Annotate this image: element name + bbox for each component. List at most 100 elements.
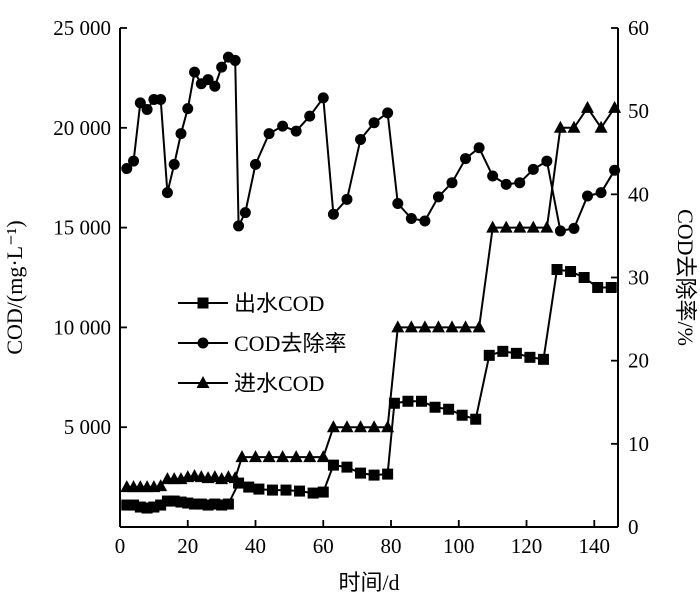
circle-marker xyxy=(182,103,194,115)
circle-marker xyxy=(582,190,594,202)
square-marker xyxy=(565,266,577,278)
x-tick-label: 140 xyxy=(579,534,611,558)
y-right-tick-label: 60 xyxy=(628,16,649,40)
square-marker xyxy=(388,397,400,409)
y-right-axis-title: COD去除率/% xyxy=(673,209,698,346)
triangle-marker xyxy=(418,320,432,333)
y-right-tick-label: 0 xyxy=(628,515,639,539)
circle-marker xyxy=(327,208,339,220)
triangle-marker xyxy=(303,450,317,463)
triangle-marker xyxy=(289,450,303,463)
legend-square-marker xyxy=(197,297,209,309)
x-tick-label: 100 xyxy=(443,534,475,558)
x-tick-label: 80 xyxy=(381,534,402,558)
circle-marker xyxy=(392,197,404,209)
triangle-marker xyxy=(391,320,405,333)
triangle-marker xyxy=(431,320,445,333)
triangle-marker xyxy=(472,320,486,333)
x-tick-label: 20 xyxy=(177,534,198,558)
triangle-marker xyxy=(581,100,595,113)
square-marker xyxy=(592,281,604,293)
square-marker xyxy=(134,501,146,513)
square-marker xyxy=(551,264,563,276)
legend-item: COD去除率 xyxy=(178,331,346,356)
square-marker xyxy=(141,502,153,514)
circle-marker xyxy=(568,222,580,234)
circle-marker xyxy=(368,117,380,129)
circle-marker xyxy=(609,164,621,176)
triangle-marker xyxy=(276,450,290,463)
circle-marker xyxy=(134,97,146,109)
series-group xyxy=(120,51,622,514)
triangle-marker xyxy=(486,220,500,233)
square-marker xyxy=(456,409,468,421)
square-marker xyxy=(605,281,617,293)
square-marker xyxy=(121,499,133,511)
square-marker xyxy=(416,395,428,407)
circle-marker xyxy=(209,80,221,92)
square-marker xyxy=(355,467,367,479)
circle-marker xyxy=(202,74,214,86)
circle-marker xyxy=(317,92,329,104)
square-marker xyxy=(155,499,167,511)
square-marker xyxy=(524,351,536,363)
circle-marker xyxy=(290,125,302,137)
triangle-marker xyxy=(445,320,459,333)
legend-item: 进水COD xyxy=(178,371,324,396)
y-right-tick-label: 40 xyxy=(628,182,649,206)
circle-marker xyxy=(382,107,394,119)
square-marker xyxy=(189,498,201,510)
y-right-tick-label: 50 xyxy=(628,99,649,123)
circle-marker xyxy=(419,215,431,227)
y-right-tick-label: 10 xyxy=(628,432,649,456)
triangle-marker xyxy=(249,450,263,463)
circle-marker xyxy=(405,212,417,224)
circle-marker xyxy=(341,193,353,205)
square-marker xyxy=(429,401,441,413)
triangle-marker xyxy=(381,420,395,433)
y-left-tick-label: 15 000 xyxy=(53,216,111,240)
triangle-marker xyxy=(608,100,622,113)
circle-marker xyxy=(541,155,553,167)
circle-marker xyxy=(233,220,245,232)
series-1 xyxy=(121,264,617,514)
square-marker xyxy=(578,272,590,283)
circle-marker xyxy=(554,225,566,237)
square-marker xyxy=(222,498,234,510)
square-marker xyxy=(341,461,353,473)
square-marker xyxy=(402,395,414,407)
axis-titles: 时间/d COD/(mg·L⁻¹) COD去除率/% xyxy=(2,209,698,595)
x-tick-label: 0 xyxy=(115,534,126,558)
square-marker xyxy=(182,497,194,509)
triangle-marker xyxy=(235,450,249,463)
x-tick-label: 120 xyxy=(511,534,543,558)
legend-label: COD去除率 xyxy=(234,331,346,356)
square-marker xyxy=(266,484,278,496)
square-marker xyxy=(148,501,160,513)
circle-marker xyxy=(514,177,526,189)
square-marker xyxy=(243,481,255,493)
series-2 xyxy=(121,51,621,237)
triangle-marker xyxy=(354,420,368,433)
circle-marker xyxy=(446,177,458,189)
triangle-marker xyxy=(316,450,330,463)
y-right-tick-label: 30 xyxy=(628,266,649,290)
circle-marker xyxy=(175,128,187,140)
square-marker xyxy=(510,347,522,359)
circle-marker xyxy=(216,61,228,73)
triangle-marker xyxy=(262,450,276,463)
circle-marker xyxy=(527,163,539,175)
circle-marker xyxy=(432,191,444,203)
square-marker xyxy=(216,499,228,511)
square-marker xyxy=(307,487,319,499)
triangle-marker xyxy=(228,471,242,484)
circle-marker xyxy=(473,142,485,154)
square-marker xyxy=(253,483,265,495)
square-marker xyxy=(470,413,482,425)
y-left-tick-label: 10 000 xyxy=(53,315,111,339)
y-left-axis-title: COD/(mg·L⁻¹) xyxy=(2,220,27,354)
circle-marker xyxy=(239,207,251,219)
